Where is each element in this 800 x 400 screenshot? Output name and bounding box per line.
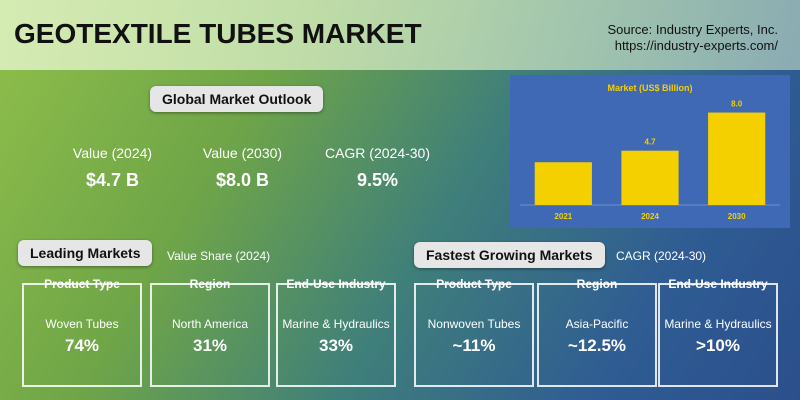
card-value: ~11% [452,336,496,355]
card-value: 31% [192,336,228,355]
section-subtitle: CAGR (2024-30) [616,249,707,263]
value-label: 8.0 [731,100,743,109]
outlook-value: $4.7 B [85,170,140,190]
market-card: Product Type Nonwoven Tubes ~11% [414,277,534,387]
card-heading: End-Use Industry [286,277,386,291]
card-heading: End-Use Industry [668,277,768,291]
bar [534,162,592,205]
card-value: ~12.5% [567,336,627,355]
section-subtitle: Value Share (2024) [167,249,271,263]
bar-chart: Market (US$ Billion) 2021 2024 4.7 2030 8.0 [510,75,790,228]
bar [621,150,679,205]
card-name: Woven Tubes [45,317,119,331]
market-card: End-Use Industry Marine & Hydraulics 33% [276,277,396,387]
chart-title: Market (US$ Billion) [607,83,692,93]
market-card: End-Use Industry Marine & Hydraulics >10% [658,277,778,387]
card-name: Marine & Hydraulics [282,317,390,331]
bar [708,112,766,205]
card-name: North America [171,317,249,331]
outlook-label: Value (2030) [202,145,283,161]
card-heading: Product Type [436,277,512,291]
card-value: 33% [318,336,354,355]
market-card: Product Type Woven Tubes 74% [22,277,142,387]
market-card: Region Asia-Pacific ~12.5% [537,277,657,387]
outlook-label: CAGR (2024-30) [324,145,431,161]
source: Source: Industry Experts, Inc. [607,22,778,37]
outlook-label: Value (2024) [72,145,153,161]
source-url: https://industry-experts.com/ [614,38,778,53]
section-title: Fastest Growing Markets [414,242,605,268]
x-tick-label: 2021 [554,212,572,221]
x-tick-label: 2030 [728,212,746,221]
card-name: Asia-Pacific [565,317,629,331]
outlook-title: Global Market Outlook [150,86,324,112]
card-name: Nonwoven Tubes [427,317,521,331]
outlook-value: 9.5% [356,170,399,190]
section-title: Leading Markets [18,240,153,266]
x-tick-label: 2024 [641,212,659,221]
card-heading: Region [189,277,231,291]
card-heading: Product Type [44,277,120,291]
title-bar [0,0,800,70]
market-card: Region North America 31% [150,277,270,387]
outlook-value: $8.0 B [215,170,270,190]
card-heading: Region [576,277,618,291]
title: GEOTEXTILE TUBES MARKET [14,18,422,49]
card-value: >10% [696,336,740,355]
card-value: 74% [64,336,100,355]
value-label: 4.7 [644,138,656,147]
card-name: Marine & Hydraulics [664,317,772,331]
